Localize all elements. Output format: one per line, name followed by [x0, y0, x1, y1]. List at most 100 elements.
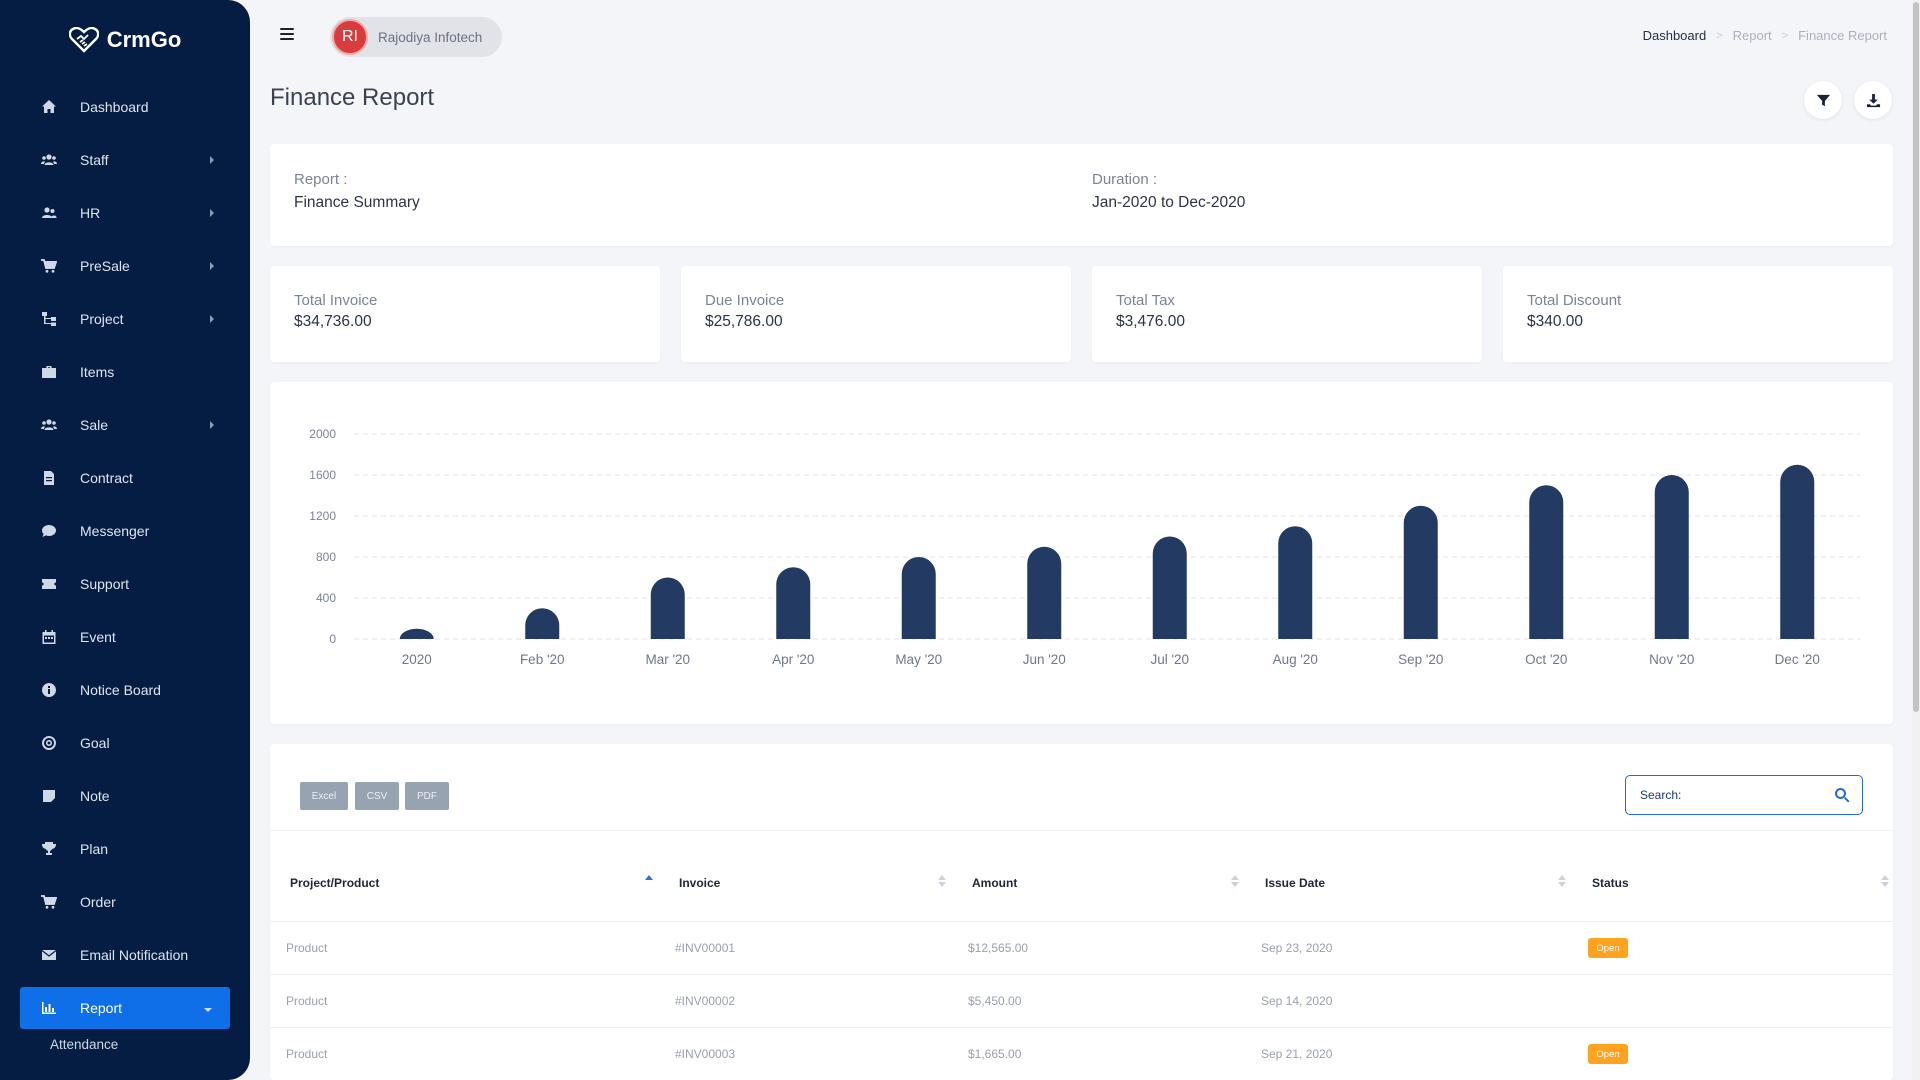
export-csv-button[interactable]: CSV	[355, 782, 399, 810]
column-header-project[interactable]: Project/Product	[290, 876, 380, 890]
stat-value: $3,476.00	[1116, 313, 1185, 330]
sidebar-item-dashboard[interactable]: Dashboard	[0, 80, 250, 133]
sidebar-subitem-attendance[interactable]: Attendance	[50, 1037, 119, 1052]
chart-bar[interactable]	[1152, 536, 1187, 640]
cell-invoice[interactable]: #INV00002	[675, 994, 736, 1008]
breadcrumb: Dashboard > Report > Finance Report	[1643, 28, 1887, 43]
breadcrumb-report[interactable]: Report	[1732, 28, 1772, 43]
sidebar-item-event[interactable]: Event	[0, 610, 250, 663]
info-icon	[40, 682, 58, 698]
calendar-icon	[40, 629, 58, 645]
chart-bar[interactable]	[1780, 464, 1815, 639]
menu-toggle-icon[interactable]	[280, 28, 294, 40]
sidebar-item-contract[interactable]: Contract	[0, 451, 250, 504]
breadcrumb-separator-icon: >	[1716, 29, 1723, 42]
table-divider	[270, 830, 1893, 831]
x-tick-label: Aug '20	[1273, 652, 1318, 667]
company-switcher[interactable]: RI Rajodiya Infotech	[330, 17, 502, 57]
breadcrumb-dashboard[interactable]: Dashboard	[1642, 28, 1707, 43]
chat-icon	[40, 523, 58, 539]
sidebar-item-support[interactable]: Support	[0, 557, 250, 610]
column-header-amount[interactable]: Amount	[972, 876, 1018, 890]
chart-bar[interactable]	[1529, 485, 1564, 639]
sidebar-item-label: Event	[80, 628, 116, 645]
ticket-icon	[40, 576, 58, 592]
export-excel-button[interactable]: Excel	[300, 782, 348, 810]
sort-icon[interactable]	[1558, 875, 1566, 889]
column-header-issue-date[interactable]: Issue Date	[1265, 876, 1326, 890]
download-button[interactable]	[1854, 81, 1892, 119]
sidebar-item-project[interactable]: Project	[0, 292, 250, 345]
cell-invoice[interactable]: #INV00001	[675, 941, 736, 955]
user-group-icon	[40, 205, 58, 221]
sidebar-item-plan[interactable]: Plan	[0, 822, 250, 875]
sidebar-item-messenger[interactable]: Messenger	[0, 504, 250, 557]
x-tick-label: Oct '20	[1525, 652, 1567, 667]
column-header-invoice[interactable]: Invoice	[679, 876, 721, 890]
sidebar-item-report[interactable]: Report	[20, 987, 230, 1029]
filter-button[interactable]	[1804, 81, 1842, 119]
avatar: RI	[332, 19, 368, 55]
sidebar-item-notice-board[interactable]: Notice Board	[0, 663, 250, 716]
sidebar-item-label: Project	[80, 310, 124, 327]
page-scrollbar[interactable]	[1912, 0, 1920, 1080]
column-header-status[interactable]: Status	[1592, 876, 1629, 890]
stat-value: $34,736.00	[294, 313, 372, 330]
search-icon[interactable]	[1834, 787, 1850, 803]
y-tick-label: 1200	[309, 509, 336, 523]
chart-bar[interactable]	[1654, 475, 1689, 639]
status-badge: Open	[1588, 938, 1628, 958]
sort-icon[interactable]	[938, 875, 946, 889]
chart-bar[interactable]	[901, 557, 936, 639]
chart-bar[interactable]	[650, 577, 685, 640]
sidebar-item-presale[interactable]: PreSale	[0, 239, 250, 292]
sidebar-item-label: Plan	[80, 840, 109, 857]
sidebar-item-label: Messenger	[80, 522, 150, 539]
sidebar-item-sale[interactable]: Sale	[0, 398, 250, 451]
sidebar-item-goal[interactable]: Goal	[0, 716, 250, 769]
chart-bar[interactable]	[776, 567, 811, 639]
report-value: Finance Summary	[294, 194, 420, 211]
brand-logo[interactable]: CrmGo	[0, 0, 250, 80]
sidebar-item-hr[interactable]: HR	[0, 186, 250, 239]
stat-label: Total Invoice	[294, 292, 378, 309]
chart-bar[interactable]	[399, 628, 434, 639]
scrollbar-thumb[interactable]	[1913, 2, 1919, 712]
sidebar-item-items[interactable]: Items	[0, 345, 250, 398]
chart-bar[interactable]	[1403, 505, 1438, 639]
stat-value: $25,786.00	[705, 313, 783, 330]
filter-icon	[1816, 94, 1830, 106]
duration-label: Duration :	[1092, 171, 1158, 188]
x-tick-label: Sep '20	[1398, 652, 1443, 667]
report-summary-card: Report : Finance Summary Duration : Jan-…	[270, 144, 1893, 246]
sidebar-item-email-notification[interactable]: Email Notification	[0, 928, 250, 981]
sidebar-item-label: Email Notification	[80, 946, 189, 963]
sidebar-item-order[interactable]: Order	[0, 875, 250, 928]
cell-invoice[interactable]: #INV00003	[675, 1047, 736, 1061]
sidebar-item-label: Dashboard	[80, 98, 149, 115]
sidebar-item-staff[interactable]: Staff	[0, 133, 250, 186]
handshake-heart-icon	[68, 27, 99, 53]
search-input[interactable]	[1640, 788, 1825, 802]
sort-icon[interactable]	[1881, 875, 1889, 889]
breadcrumb-separator-icon: >	[1781, 29, 1789, 42]
sidebar-item-label: Support	[80, 575, 130, 592]
note-icon	[40, 788, 58, 804]
chart-bar[interactable]	[1027, 546, 1062, 639]
home-icon	[40, 99, 58, 115]
chart-card: 0 400 800 1200 1600 2000 2020 Feb '20 Mar '20 Apr…	[270, 382, 1893, 724]
stat-card-total-invoice: Total Invoice $34,736.00	[270, 266, 660, 362]
stat-label: Due Invoice	[705, 292, 785, 309]
company-name: Rajodiya Infotech	[378, 29, 483, 45]
sort-asc-icon[interactable]	[645, 875, 653, 889]
cart-icon	[40, 258, 58, 274]
table-row-divider	[270, 974, 1893, 975]
duration-value: Jan-2020 to Dec-2020	[1092, 194, 1246, 211]
sort-icon[interactable]	[1231, 875, 1239, 889]
chevron-right-icon	[210, 261, 214, 270]
export-pdf-button[interactable]: PDF	[405, 782, 449, 810]
chart-bar[interactable]	[525, 608, 560, 639]
chart-bar[interactable]	[1278, 526, 1313, 639]
sidebar-item-note[interactable]: Note	[0, 769, 250, 822]
trophy-icon	[40, 841, 58, 857]
